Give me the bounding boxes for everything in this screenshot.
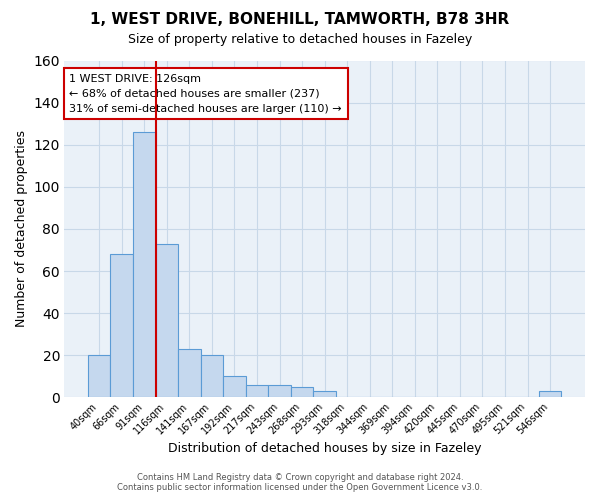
Bar — [88, 356, 110, 398]
Text: Size of property relative to detached houses in Fazeley: Size of property relative to detached ho… — [128, 32, 472, 46]
Y-axis label: Number of detached properties: Number of detached properties — [15, 130, 28, 328]
Bar — [539, 391, 562, 398]
Bar — [200, 356, 223, 398]
Bar — [291, 387, 313, 398]
Bar — [223, 376, 246, 398]
Bar — [246, 384, 268, 398]
Bar — [178, 349, 200, 398]
Bar — [155, 244, 178, 398]
Bar — [110, 254, 133, 398]
Bar — [268, 384, 291, 398]
Text: 1, WEST DRIVE, BONEHILL, TAMWORTH, B78 3HR: 1, WEST DRIVE, BONEHILL, TAMWORTH, B78 3… — [91, 12, 509, 28]
Bar — [313, 391, 336, 398]
X-axis label: Distribution of detached houses by size in Fazeley: Distribution of detached houses by size … — [168, 442, 481, 455]
Text: Contains HM Land Registry data © Crown copyright and database right 2024.
Contai: Contains HM Land Registry data © Crown c… — [118, 473, 482, 492]
Bar — [133, 132, 155, 398]
Text: 1 WEST DRIVE: 126sqm
← 68% of detached houses are smaller (237)
31% of semi-deta: 1 WEST DRIVE: 126sqm ← 68% of detached h… — [70, 74, 342, 114]
